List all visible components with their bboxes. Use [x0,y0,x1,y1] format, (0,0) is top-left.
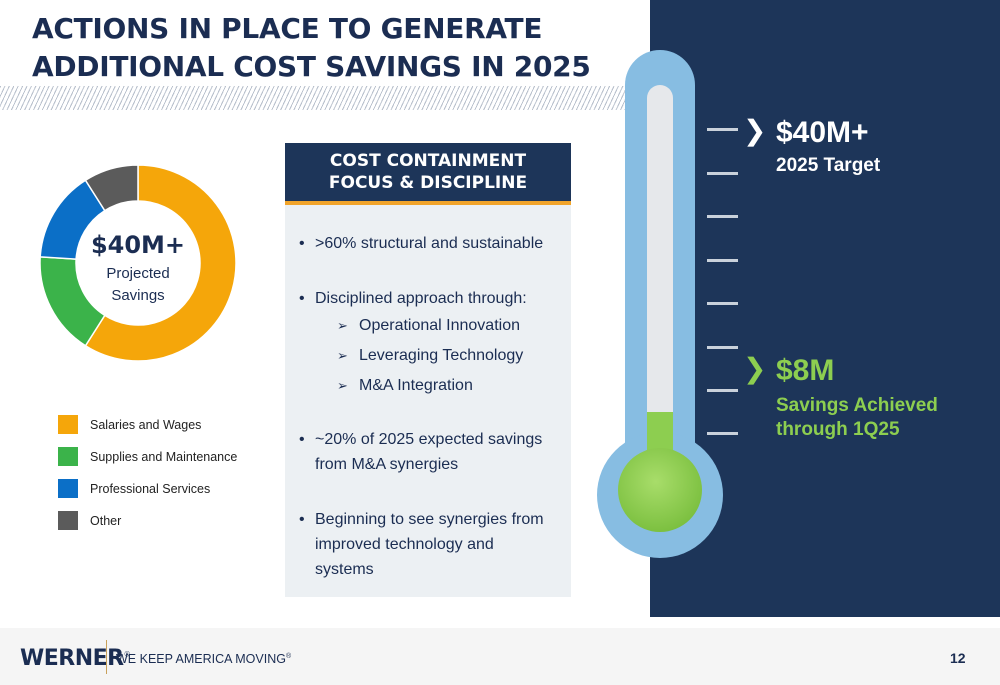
donut-center-label-2: Savings [111,287,164,304]
sub-item-ma-text: M&A Integration [359,377,473,394]
legend-swatch-salaries [58,415,78,434]
sub-item-technology: Leveraging Technology [299,341,565,371]
donut-slice-other [84,164,139,212]
achieved-label-line-1: Savings Achieved [776,395,938,416]
card-heading-line-2: FOCUS & DISCIPLINE [328,173,528,193]
donut-center-value: $40M+ [91,231,185,259]
card-bullets: >60% structural and sustainable Discipli… [299,231,565,582]
legend-item-other: Other [58,510,237,531]
bullet-synergies-line-3: systems [315,561,374,578]
donut-center-label-1: Projected [106,265,169,282]
logo-text: WERNER [20,646,124,671]
bullet-synergies-line-1: Beginning to see synergies from [315,511,544,528]
chevron-right-icon: ❯ [743,352,767,385]
title-hatch-divider [0,86,650,110]
legend-label-professional: Professional Services [90,481,211,496]
sub-item-ma: M&A Integration [299,371,565,401]
legend-item-supplies: Supplies and Maintenance [58,446,237,467]
thermometer [597,50,723,558]
legend-swatch-other [58,511,78,530]
bullet-disciplined-text: Disciplined approach through: [315,290,527,307]
sub-item-operational-text: Operational Innovation [359,317,520,334]
footer: WERNER® WE KEEP AMERICA MOVING® 12 [0,628,1000,685]
bullet-structural: >60% structural and sustainable [299,231,565,256]
sub-item-operational: Operational Innovation [299,311,565,341]
title-line-1: ACTIONS IN PLACE TO GENERATE [32,12,543,45]
bullet-ma-synergies: ~20% of 2025 expected savings from M&A s… [299,427,565,477]
page-number: 12 [950,650,966,666]
bullet-disciplined: Disciplined approach through: [299,286,565,311]
tagline-text: WE KEEP AMERICA MOVING [116,652,286,666]
legend-item-salaries: Salaries and Wages [58,414,237,435]
thermometer-tick [707,302,738,305]
footer-divider [106,640,107,674]
footer-tagline: WE KEEP AMERICA MOVING® [116,652,291,666]
page-title: ACTIONS IN PLACE TO GENERATE ADDITIONAL … [32,10,591,86]
thermometer-tick [707,389,738,392]
target-label: 2025 Target [776,155,881,176]
card-heading: COST CONTAINMENT FOCUS & DISCIPLINE [285,143,571,205]
thermometer-tick [707,432,738,435]
donut-legend: Salaries and Wages Supplies and Maintena… [58,414,237,542]
legend-label-supplies: Supplies and Maintenance [90,449,238,464]
bullet-synergies-line-2: improved technology and [315,536,494,553]
achieved-label: Savings Achieved through 1Q25 [776,394,938,442]
cost-containment-card: COST CONTAINMENT FOCUS & DISCIPLINE >60%… [285,143,571,597]
chevron-right-icon: ❯ [743,114,767,147]
werner-logo: WERNER® [20,646,131,671]
legend-label-salaries: Salaries and Wages [90,417,202,432]
legend-label-other: Other [90,513,122,528]
thermometer-tick [707,172,738,175]
target-value: $40M+ [776,116,869,149]
thermometer-tick [707,215,738,218]
donut-slice-salaries [84,164,237,362]
legend-swatch-supplies [58,447,78,466]
achieved-label-line-2: through 1Q25 [776,419,900,440]
achieved-value: $8M [776,354,835,387]
bullet-synergies: Beginning to see synergies from improved… [299,507,565,582]
tagline-registered-mark: ® [285,652,292,660]
sub-item-technology-text: Leveraging Technology [359,347,524,364]
bullet-ma-line-2: from M&A synergies [315,456,459,473]
legend-item-professional: Professional Services [58,478,237,499]
thermometer-tick [707,128,738,131]
legend-swatch-professional [58,479,78,498]
donut-slices [39,164,237,362]
bullet-ma-line-1: ~20% of 2025 expected savings [315,431,543,448]
title-line-2: ADDITIONAL COST SAVINGS IN 2025 [32,50,591,83]
logo-registered-mark: ® [123,650,131,659]
thermometer-tick [707,346,738,349]
card-heading-line-1: COST CONTAINMENT [329,151,527,171]
bullet-structural-text: >60% structural and sustainable [315,235,544,252]
thermometer-tick [707,259,738,262]
savings-donut-chart: $40M+ Projected Savings [39,164,237,362]
thermometer-inner-bulb [618,448,702,532]
thermometer-inner-tube [647,85,673,485]
